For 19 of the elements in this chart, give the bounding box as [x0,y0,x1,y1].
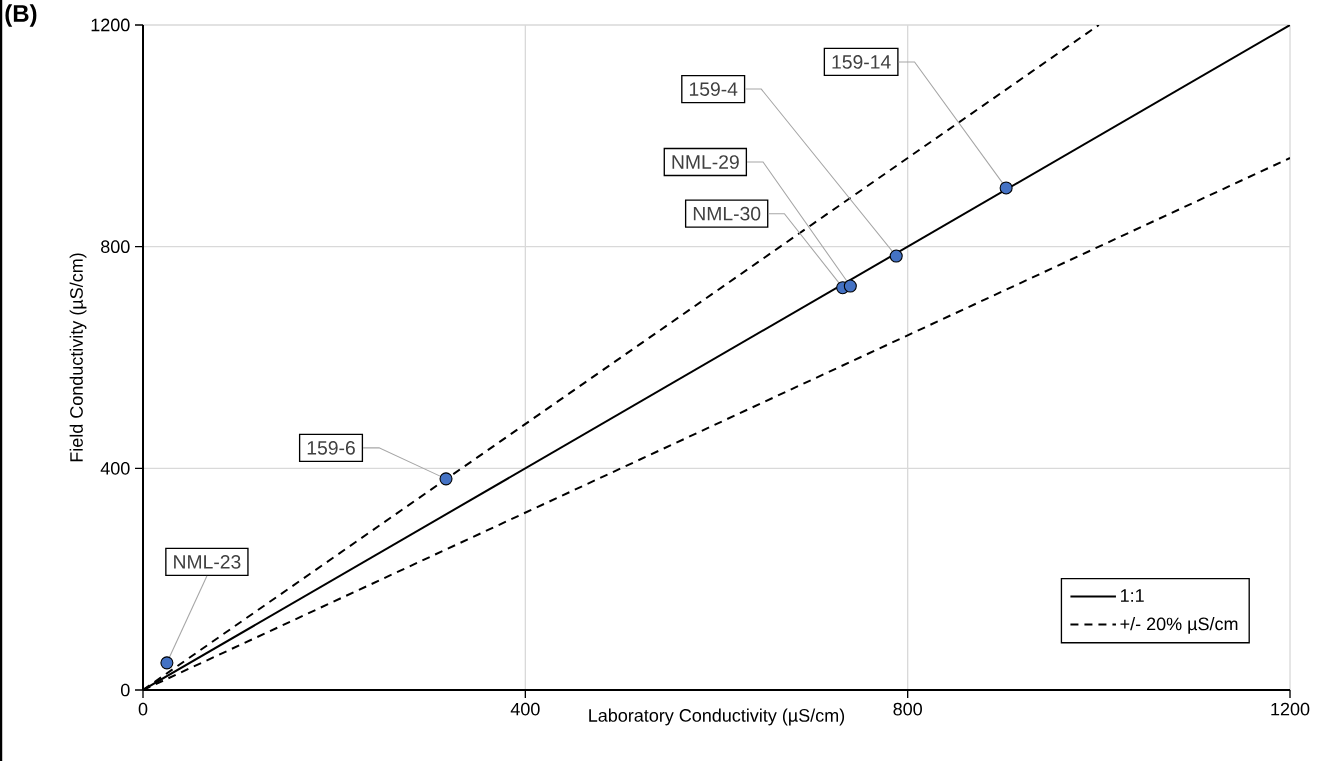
y-tick-label: 400 [100,461,130,475]
annotation: NML-30 [693,206,761,221]
text: (B) [5,4,37,27]
y-tick-label: 800 [101,240,130,254]
legend-label: 1:1 [1121,589,1144,602]
y-tick-label: 1200 [91,18,130,32]
y-axis-title: Field Conductivity (µS/cm) [69,253,87,462]
annotation: 159-14 [832,55,891,69]
annotation: NML-23 [174,554,241,569]
x-tick-label: 1200 [1271,702,1310,716]
x-tick-label: 800 [893,702,922,716]
annotation: 159-6 [307,441,355,455]
x-tick-label: 0 [138,702,148,716]
annotation: NML-29 [672,155,739,169]
x-tick-label: 400 [510,702,540,716]
annotation: 159-4 [689,82,738,96]
legend-label: +/- 20% µS/cm [1120,617,1238,634]
y-tick-label: 0 [121,683,130,697]
x-axis-title: Laboratory Conductivity (µS/cm) [589,708,845,726]
